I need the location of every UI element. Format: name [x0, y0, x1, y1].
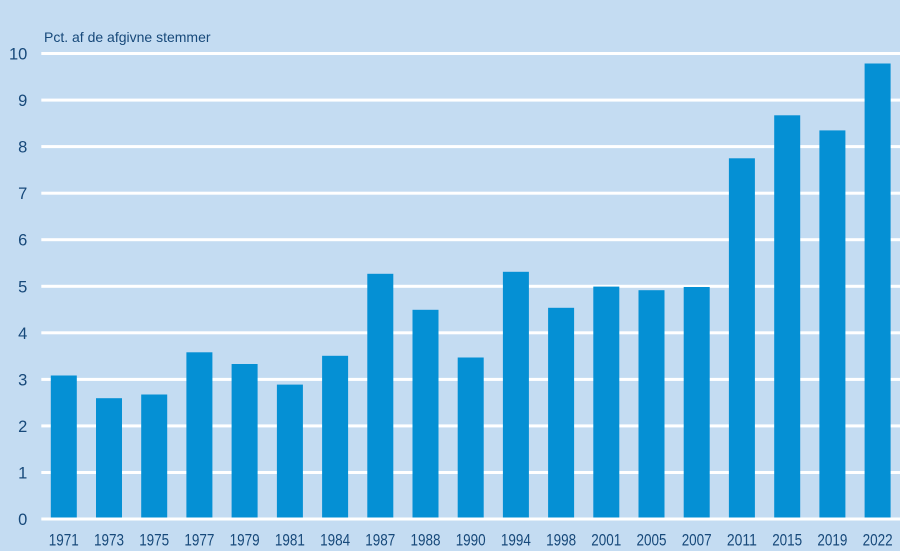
svg-text:2011: 2011 [727, 531, 757, 549]
svg-text:8: 8 [18, 139, 27, 157]
svg-text:9: 9 [18, 92, 27, 110]
svg-text:1: 1 [18, 465, 27, 483]
svg-text:2019: 2019 [817, 531, 847, 549]
svg-text:2022: 2022 [863, 531, 893, 549]
svg-text:0: 0 [18, 511, 27, 529]
svg-text:7: 7 [18, 185, 27, 203]
svg-text:2: 2 [18, 418, 27, 436]
svg-text:2005: 2005 [637, 531, 667, 549]
svg-text:1987: 1987 [365, 531, 395, 549]
svg-text:1984: 1984 [320, 531, 350, 549]
svg-text:4: 4 [18, 325, 27, 343]
svg-text:1975: 1975 [139, 531, 169, 549]
svg-text:1994: 1994 [501, 531, 531, 549]
svg-text:1979: 1979 [230, 531, 260, 549]
svg-text:3: 3 [18, 371, 27, 389]
svg-text:6: 6 [18, 232, 27, 250]
svg-text:1998: 1998 [546, 531, 576, 549]
svg-text:2015: 2015 [772, 531, 802, 549]
svg-text:10: 10 [9, 46, 27, 64]
svg-text:1981: 1981 [275, 531, 305, 549]
svg-text:1977: 1977 [184, 531, 214, 549]
svg-text:Pct. af de afgivne stemmer: Pct. af de afgivne stemmer [44, 29, 211, 45]
svg-text:5: 5 [18, 278, 27, 296]
svg-text:1988: 1988 [411, 531, 441, 549]
svg-text:2007: 2007 [682, 531, 712, 549]
svg-text:1971: 1971 [49, 531, 79, 549]
svg-text:1990: 1990 [456, 531, 486, 549]
svg-text:2001: 2001 [591, 531, 621, 549]
svg-text:1973: 1973 [94, 531, 124, 549]
